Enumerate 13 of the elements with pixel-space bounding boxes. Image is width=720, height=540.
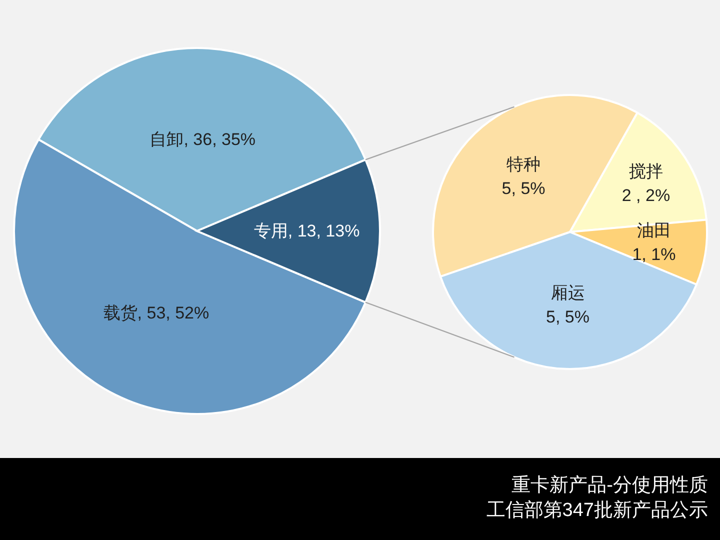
slice-label: 专用, 13, 13% (254, 222, 360, 240)
data-label: 5, 5% (546, 307, 590, 326)
data-label: 2 , 2% (622, 185, 670, 204)
slice-label: 厢运 (550, 283, 585, 302)
slice-label: 特种 (506, 154, 541, 174)
data-label: 5, 5% (502, 178, 546, 198)
data-label: 1, 1% (632, 244, 676, 264)
slice-label: 搅拌 (628, 161, 663, 180)
slice-label: 油田 (636, 220, 671, 240)
text: 重卡新产品-分使用性质 (512, 475, 708, 496)
slice-label: 载货, 53, 52% (103, 303, 210, 322)
slice-label: 自卸, 36, 35% (150, 130, 256, 150)
text: 工信部第347批新产品公示 (486, 500, 708, 521)
